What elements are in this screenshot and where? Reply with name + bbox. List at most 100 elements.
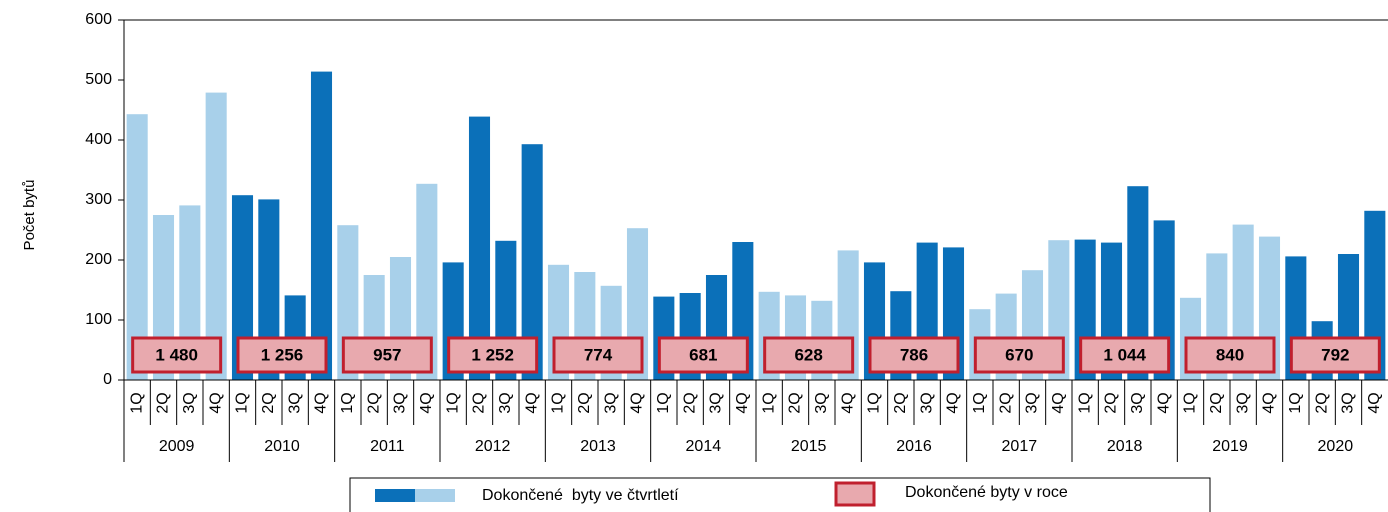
legend-swatch — [375, 489, 415, 502]
annual-box — [1184, 336, 1276, 374]
x-tick-label: 2Q — [365, 392, 382, 413]
annual-box — [341, 336, 433, 374]
x-tick-label: 2Q — [1103, 392, 1120, 413]
legend-swatch — [415, 489, 455, 502]
x-tick-label: 2Q — [471, 392, 488, 413]
x-tick-label: 4Q — [1155, 392, 1172, 413]
annual-label: 628 — [794, 345, 822, 364]
group-label: 2014 — [686, 438, 722, 455]
x-tick-label: 1Q — [760, 392, 777, 413]
x-tick-label: 1Q — [234, 392, 251, 413]
bar — [231, 195, 254, 380]
x-tick-label: 1Q — [128, 392, 145, 413]
group-label: 2016 — [896, 438, 932, 455]
annual-label: 957 — [373, 345, 401, 364]
bar — [205, 92, 227, 380]
x-tick-label: 1Q — [1287, 392, 1304, 413]
x-tick-label: 3Q — [918, 392, 935, 413]
bar — [258, 199, 280, 380]
annual-label: 786 — [900, 345, 928, 364]
x-tick-label: 2Q — [260, 392, 277, 413]
annual-label: 840 — [1216, 345, 1244, 364]
x-tick-label: 3Q — [1129, 392, 1146, 413]
x-tick-label: 4Q — [1261, 392, 1278, 413]
group-label: 2019 — [1212, 438, 1248, 455]
y-tick-label: 500 — [85, 71, 112, 88]
y-tick-label: 0 — [103, 371, 112, 388]
x-tick-label: 3Q — [181, 392, 198, 413]
bar — [179, 205, 201, 380]
bar — [416, 183, 438, 380]
x-tick-label: 2Q — [576, 392, 593, 413]
x-tick-label: 3Q — [497, 392, 514, 413]
x-tick-label: 3Q — [602, 392, 619, 413]
x-tick-label: 1Q — [866, 392, 883, 413]
annual-box — [868, 336, 960, 374]
legend-label: Dokončené byty v roce — [905, 484, 1068, 501]
x-tick-label: 3Q — [286, 392, 303, 413]
x-tick-label: 2Q — [997, 392, 1014, 413]
x-tick-label: 4Q — [734, 392, 751, 413]
x-tick-label: 1Q — [444, 392, 461, 413]
x-tick-label: 1Q — [655, 392, 672, 413]
x-tick-label: 1Q — [1076, 392, 1093, 413]
annual-box — [1289, 336, 1381, 374]
x-tick-label: 4Q — [1366, 392, 1383, 413]
x-tick-label: 2Q — [681, 392, 698, 413]
bar — [468, 116, 491, 380]
annual-box — [552, 336, 644, 374]
x-tick-label: 4Q — [629, 392, 646, 413]
group-label: 2012 — [475, 438, 511, 455]
y-axis-label: Počet bytů — [21, 180, 38, 251]
x-tick-label: 4Q — [418, 392, 435, 413]
annual-label: 670 — [1005, 345, 1033, 364]
x-tick-label: 1Q — [339, 392, 356, 413]
group-label: 2020 — [1318, 438, 1354, 455]
annual-label: 792 — [1321, 345, 1349, 364]
x-tick-label: 2Q — [787, 392, 804, 413]
annual-box — [131, 336, 223, 374]
y-tick-label: 200 — [85, 251, 112, 268]
annual-box — [657, 336, 749, 374]
x-tick-label: 2Q — [155, 392, 172, 413]
group-label: 2009 — [159, 438, 195, 455]
group-label: 2018 — [1107, 438, 1143, 455]
annual-label: 1 256 — [261, 345, 304, 364]
annual-box — [973, 336, 1065, 374]
legend-label: Dokončené byty ve čtvrtletí — [482, 487, 679, 504]
y-tick-label: 600 — [85, 11, 112, 28]
x-tick-label: 4Q — [839, 392, 856, 413]
x-tick-label: 1Q — [1182, 392, 1199, 413]
bar — [1127, 186, 1149, 380]
x-tick-label: 3Q — [1024, 392, 1041, 413]
annual-box — [447, 336, 539, 374]
annual-box — [763, 336, 855, 374]
annual-label: 774 — [584, 345, 613, 364]
annual-label: 681 — [689, 345, 717, 364]
y-tick-label: 300 — [85, 191, 112, 208]
annual-label: 1 044 — [1103, 345, 1146, 364]
x-tick-label: 4Q — [523, 392, 540, 413]
x-tick-label: 2Q — [892, 392, 909, 413]
x-tick-label: 3Q — [708, 392, 725, 413]
y-tick-label: 400 — [85, 131, 112, 148]
x-tick-label: 3Q — [1340, 392, 1357, 413]
x-tick-label: 2Q — [1313, 392, 1330, 413]
annual-label: 1 480 — [155, 345, 198, 364]
annual-box — [1079, 336, 1171, 374]
annual-label: 1 252 — [471, 345, 514, 364]
group-label: 2015 — [791, 438, 827, 455]
x-tick-label: 1Q — [550, 392, 567, 413]
bar — [310, 71, 333, 380]
bar — [126, 114, 148, 380]
group-label: 2017 — [1002, 438, 1038, 455]
legend-frame — [349, 477, 1211, 512]
group-label: 2010 — [264, 438, 300, 455]
x-tick-label: 3Q — [392, 392, 409, 413]
x-tick-label: 3Q — [813, 392, 830, 413]
group-label: 2013 — [580, 438, 616, 455]
x-tick-label: 4Q — [313, 392, 330, 413]
legend-swatch — [834, 481, 876, 507]
x-tick-label: 3Q — [1234, 392, 1251, 413]
